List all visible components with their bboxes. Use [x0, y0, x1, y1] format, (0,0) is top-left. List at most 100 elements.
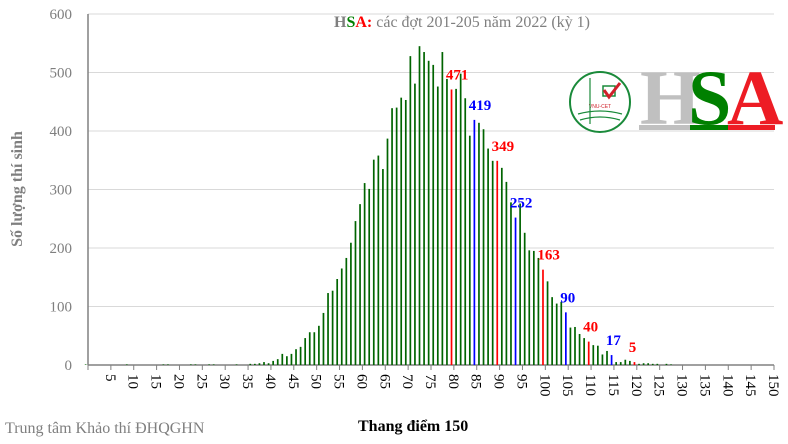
bar — [601, 354, 604, 365]
x-tick-label: 75 — [422, 374, 438, 389]
bar — [528, 250, 531, 365]
bar — [345, 257, 348, 365]
x-tick-label: 120 — [628, 374, 644, 397]
bar — [336, 279, 339, 365]
bar — [473, 119, 476, 365]
y-tick-label: 600 — [50, 7, 73, 23]
y-tick-label: 100 — [50, 300, 73, 316]
bar — [670, 364, 672, 365]
bar — [340, 268, 343, 365]
chart-title: HSA: các đợt 201-205 năm 2022 (kỳ 1) — [334, 14, 590, 32]
bar — [519, 203, 521, 365]
x-tick-label: 115 — [605, 374, 621, 396]
bar — [299, 346, 302, 365]
bar — [313, 332, 316, 365]
bar — [322, 312, 325, 365]
x-tick-label: 150 — [765, 374, 781, 397]
bar — [441, 52, 444, 366]
bar — [423, 52, 425, 366]
x-tick-label: 70 — [399, 374, 415, 389]
data-label: 252 — [510, 196, 532, 212]
bar — [359, 204, 361, 365]
bar — [514, 217, 517, 365]
bar — [409, 56, 412, 366]
bar — [578, 333, 581, 365]
bar — [464, 98, 467, 366]
bar — [510, 202, 512, 365]
check-icon — [602, 82, 622, 100]
bar — [125, 364, 128, 365]
y-tick-label: 200 — [50, 241, 73, 257]
bar — [482, 129, 485, 365]
bar — [468, 135, 471, 365]
bar — [656, 363, 659, 365]
bar — [574, 326, 576, 365]
y-tick-label: 0 — [65, 358, 73, 374]
bar — [542, 269, 544, 365]
x-tick-label: 135 — [696, 374, 712, 397]
bar — [546, 281, 549, 365]
x-tick-label: 65 — [376, 374, 392, 389]
bar — [382, 169, 384, 365]
bar — [665, 363, 668, 365]
bar — [587, 341, 590, 365]
bar — [354, 221, 357, 365]
bar — [478, 122, 480, 365]
x-tick-label: 100 — [536, 374, 552, 397]
bar — [532, 250, 535, 365]
bar — [304, 338, 307, 365]
bar — [162, 364, 165, 365]
bar — [619, 362, 622, 365]
bar — [276, 359, 279, 365]
x-tick-label: 60 — [353, 374, 369, 389]
x-tick-label: 140 — [719, 374, 735, 397]
bar — [523, 232, 526, 365]
bar — [583, 338, 585, 365]
x-tick-label: 10 — [125, 374, 141, 389]
bar — [363, 183, 366, 365]
x-tick-label: 5 — [102, 374, 118, 382]
bar — [432, 64, 435, 366]
x-tick-label: 145 — [742, 374, 758, 397]
bar — [235, 364, 238, 365]
x-tick-label: 15 — [148, 374, 164, 389]
x-tick-label: 90 — [491, 374, 507, 389]
x-tick-label: 95 — [513, 374, 529, 389]
bar — [436, 86, 439, 365]
bar — [212, 364, 215, 365]
bar — [459, 73, 462, 366]
bar — [537, 257, 540, 365]
bar — [400, 97, 403, 365]
logo-bar — [639, 125, 690, 130]
bar — [651, 363, 654, 365]
bar — [281, 353, 284, 365]
bar — [272, 360, 275, 365]
bar — [372, 159, 375, 365]
data-label: 17 — [606, 333, 622, 349]
bar — [555, 303, 558, 365]
bar — [331, 290, 334, 365]
x-tick-label: 30 — [216, 374, 232, 389]
logo-book-icon — [577, 78, 623, 124]
bar — [638, 363, 640, 365]
data-label: 5 — [629, 340, 637, 356]
footer-source: Trung tâm Khảo thí ĐHQGHN — [5, 420, 205, 437]
bar — [455, 88, 457, 365]
y-tick-label: 500 — [50, 66, 73, 82]
bar — [404, 99, 407, 366]
x-tick-label: 45 — [285, 374, 301, 389]
bar — [487, 148, 489, 365]
bar — [427, 60, 430, 366]
bar — [624, 359, 627, 365]
bar — [84, 364, 87, 365]
bar — [267, 363, 270, 365]
bar — [395, 107, 398, 365]
bar — [633, 362, 636, 365]
bar — [194, 364, 197, 365]
x-tick-label: 80 — [445, 374, 461, 389]
bar — [258, 363, 261, 365]
x-tick-label: 110 — [582, 374, 598, 396]
bar — [592, 345, 595, 365]
